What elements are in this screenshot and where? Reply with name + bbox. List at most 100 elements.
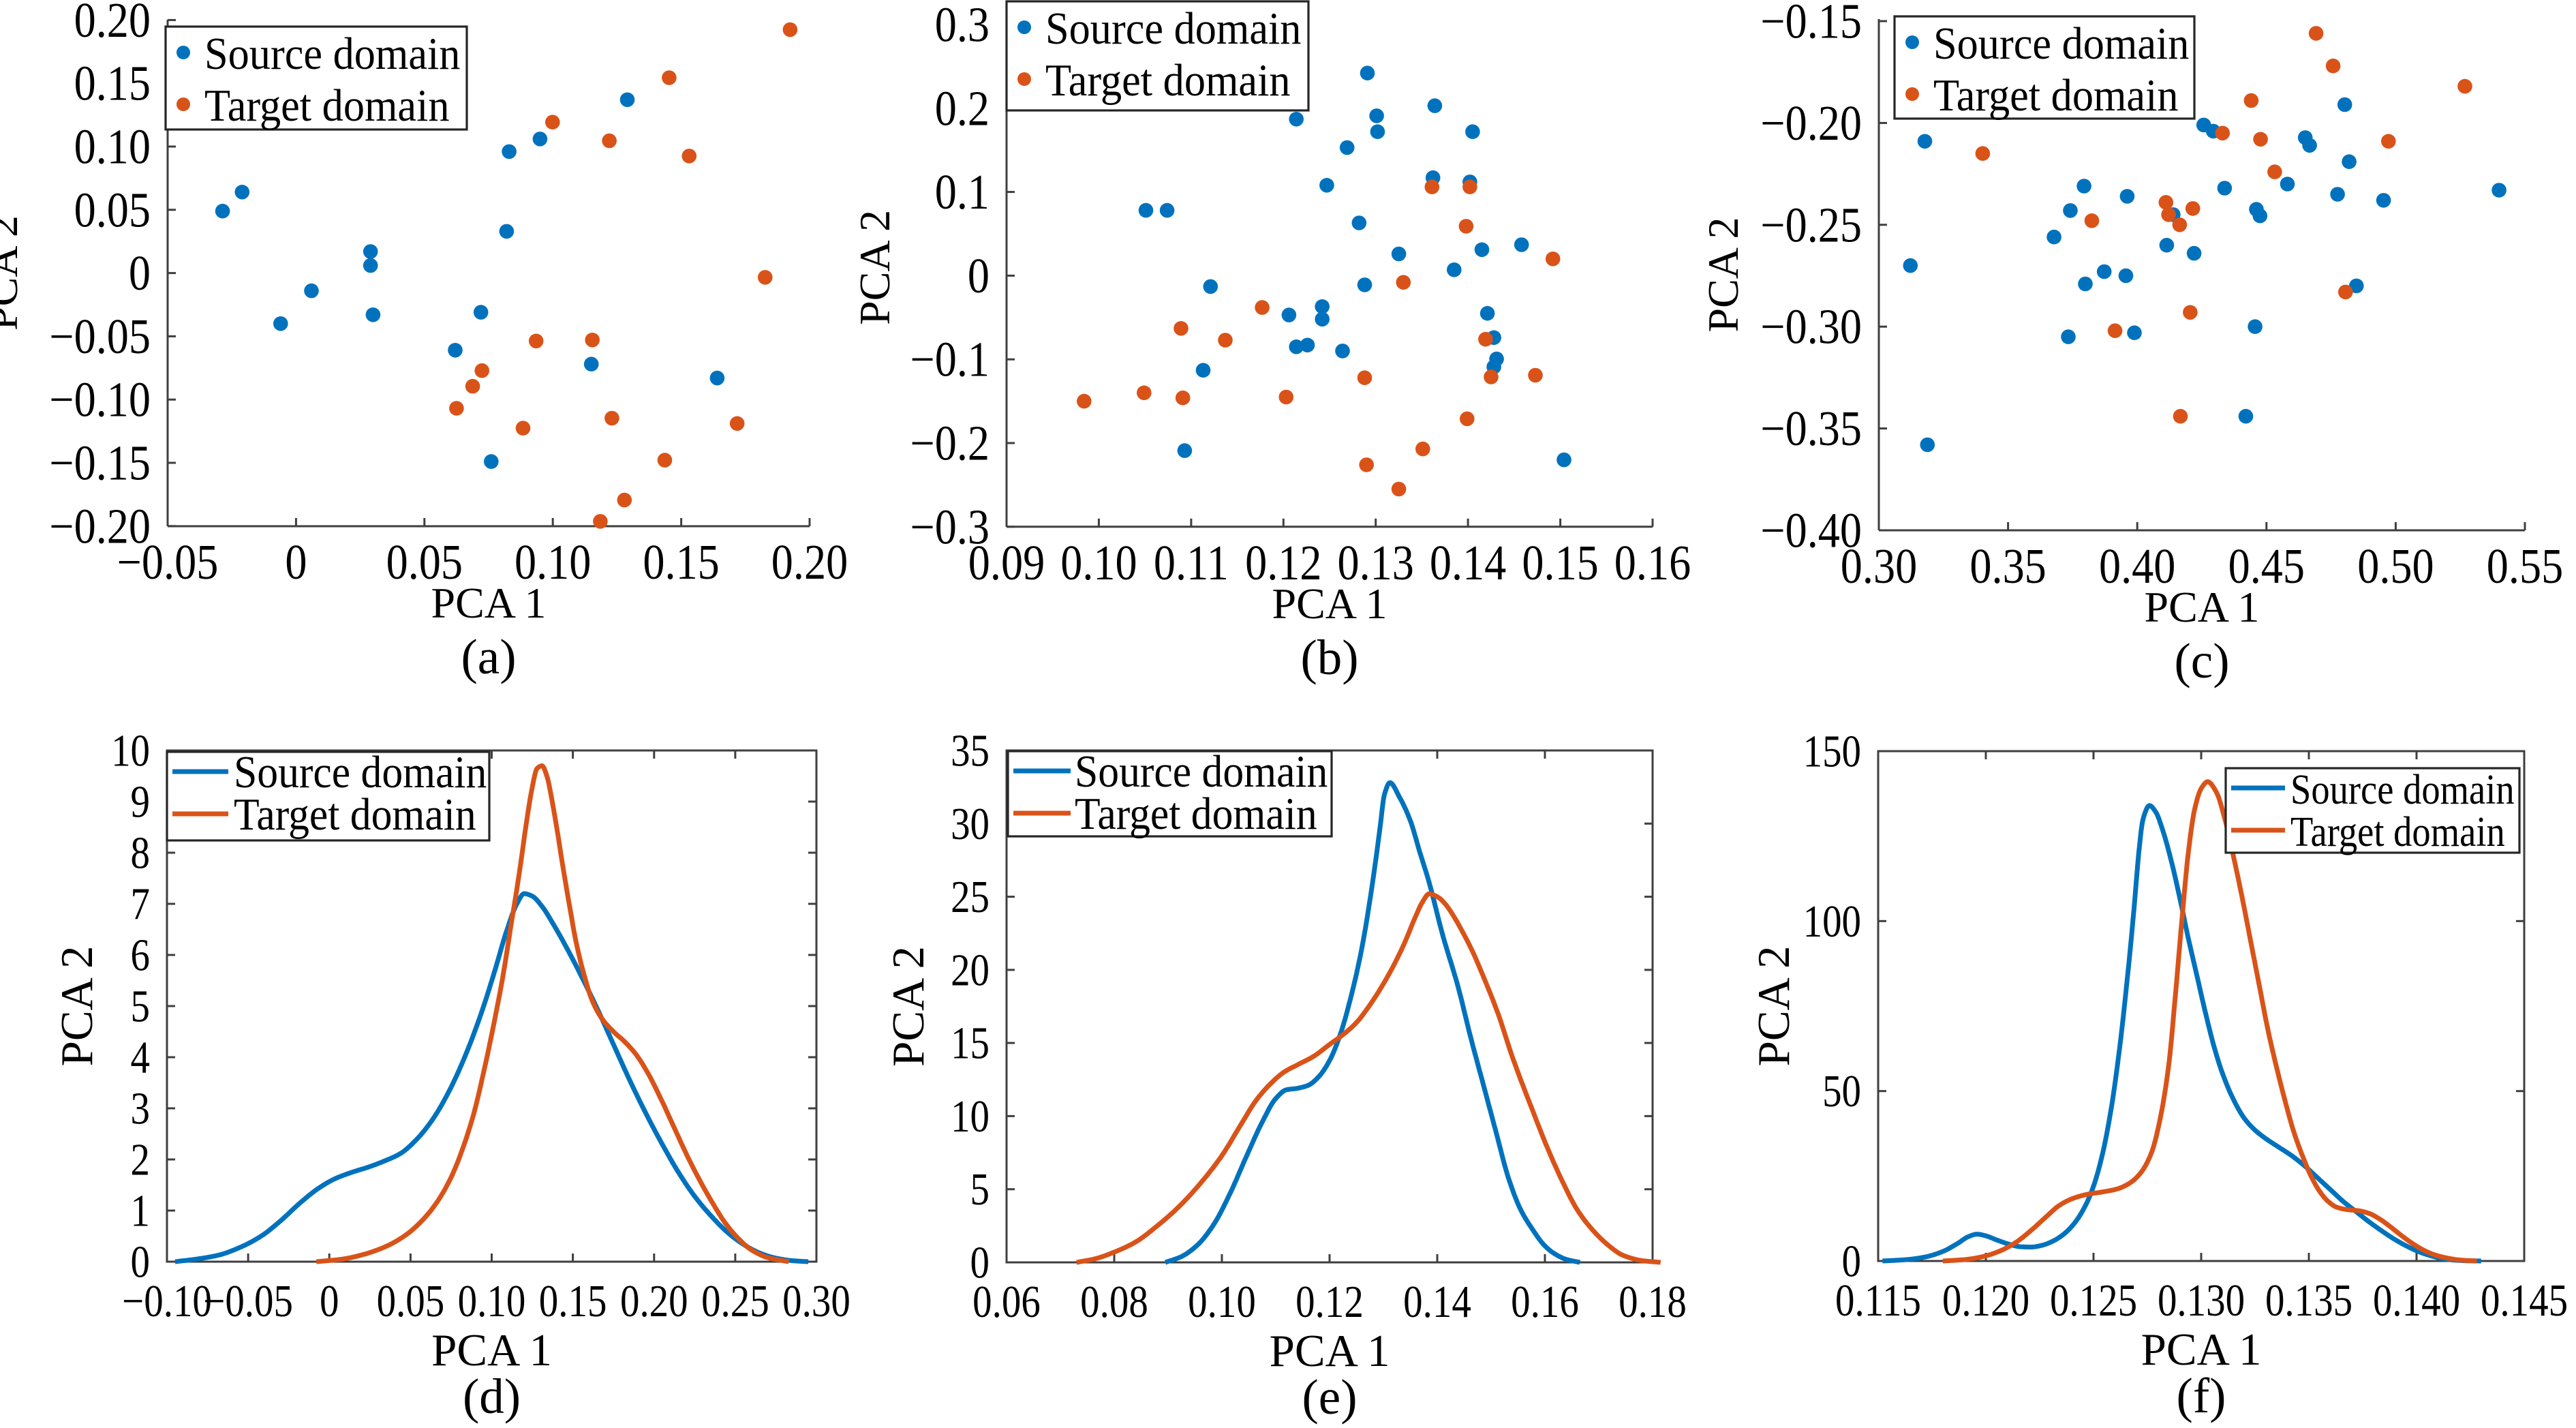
svg-text:0.2: 0.2 — [935, 81, 990, 136]
svg-text:0.15: 0.15 — [643, 534, 719, 590]
svg-text:0.14: 0.14 — [1403, 1277, 1471, 1327]
svg-text:(a): (a) — [461, 629, 516, 684]
svg-text:7: 7 — [131, 879, 150, 929]
svg-text:6: 6 — [131, 930, 150, 980]
svg-text:0.12: 0.12 — [1295, 1277, 1364, 1327]
svg-text:−0.40: −0.40 — [1760, 503, 1862, 558]
svg-text:0: 0 — [129, 245, 151, 301]
svg-text:PCA 1: PCA 1 — [431, 579, 547, 627]
svg-text:Target domain: Target domain — [204, 80, 450, 131]
svg-text:5: 5 — [131, 982, 150, 1031]
svg-text:0.40: 0.40 — [2099, 538, 2175, 594]
svg-text:(d): (d) — [463, 1369, 521, 1424]
svg-text:(f): (f) — [2177, 1368, 2226, 1423]
svg-text:−0.20: −0.20 — [49, 499, 151, 554]
svg-text:20: 20 — [951, 945, 990, 995]
svg-text:2: 2 — [131, 1135, 150, 1185]
svg-text:PCA 1: PCA 1 — [1270, 1326, 1390, 1376]
svg-text:150: 150 — [1803, 727, 1861, 776]
svg-text:PCA 2: PCA 2 — [1749, 946, 1799, 1067]
svg-text:0.05: 0.05 — [386, 534, 463, 590]
svg-text:0: 0 — [1842, 1236, 1861, 1286]
svg-text:0.125: 0.125 — [2050, 1276, 2137, 1326]
svg-text:35: 35 — [951, 726, 990, 776]
svg-text:Target domain: Target domain — [1045, 55, 1291, 106]
svg-text:−0.05: −0.05 — [49, 309, 151, 364]
svg-text:Target domain: Target domain — [1075, 789, 1317, 839]
svg-text:0.15: 0.15 — [539, 1277, 607, 1326]
svg-text:Target domain: Target domain — [2290, 808, 2505, 855]
svg-text:0: 0 — [968, 248, 990, 303]
svg-text:0.145: 0.145 — [2481, 1276, 2568, 1326]
svg-text:0.50: 0.50 — [2357, 538, 2434, 594]
svg-text:−0.1: −0.1 — [910, 332, 990, 387]
svg-text:PCA 2: PCA 2 — [883, 946, 934, 1067]
svg-text:PCA 2: PCA 2 — [0, 215, 27, 331]
svg-text:0.1: 0.1 — [935, 164, 990, 219]
svg-text:−0.15: −0.15 — [49, 436, 151, 491]
svg-text:Source domain: Source domain — [1933, 18, 2189, 69]
svg-text:0.120: 0.120 — [1942, 1276, 2029, 1326]
svg-text:0.14: 0.14 — [1430, 535, 1506, 590]
svg-text:25: 25 — [951, 872, 990, 922]
svg-text:0.16: 0.16 — [1614, 535, 1691, 590]
svg-text:0.11: 0.11 — [1154, 535, 1229, 590]
svg-text:0.10: 0.10 — [1060, 535, 1137, 590]
svg-text:PCA 1: PCA 1 — [431, 1325, 552, 1376]
svg-text:Source domain: Source domain — [2290, 766, 2515, 813]
svg-text:0.35: 0.35 — [1969, 538, 2046, 594]
svg-text:0.20: 0.20 — [771, 534, 848, 590]
svg-text:−0.05: −0.05 — [203, 1277, 293, 1326]
svg-text:PCA 2: PCA 2 — [52, 946, 102, 1067]
svg-text:(b): (b) — [1300, 630, 1358, 685]
svg-text:PCA 1: PCA 1 — [1272, 579, 1387, 628]
svg-text:0.20: 0.20 — [620, 1277, 688, 1326]
svg-text:0.16: 0.16 — [1511, 1277, 1579, 1327]
svg-text:0.140: 0.140 — [2373, 1276, 2460, 1326]
svg-text:−0.30: −0.30 — [1760, 299, 1862, 354]
svg-text:0.3: 0.3 — [935, 0, 990, 52]
svg-text:0.05: 0.05 — [74, 183, 151, 238]
svg-text:(e): (e) — [1302, 1369, 1357, 1425]
svg-text:10: 10 — [111, 726, 150, 776]
svg-text:0: 0 — [285, 534, 307, 590]
svg-text:−0.05: −0.05 — [117, 534, 219, 590]
svg-text:0.25: 0.25 — [701, 1277, 769, 1326]
svg-text:PCA 2: PCA 2 — [1699, 217, 1747, 333]
svg-text:Source domain: Source domain — [1045, 3, 1301, 54]
svg-text:−0.10: −0.10 — [49, 372, 151, 427]
svg-text:0: 0 — [320, 1277, 339, 1326]
svg-text:0.09: 0.09 — [968, 535, 1045, 590]
svg-text:Source domain: Source domain — [1075, 746, 1328, 797]
svg-text:0.30: 0.30 — [1841, 538, 1917, 594]
svg-text:(c): (c) — [2174, 633, 2229, 688]
svg-text:4: 4 — [131, 1033, 150, 1082]
svg-text:−0.2: −0.2 — [910, 416, 990, 471]
svg-text:0.10: 0.10 — [1188, 1277, 1256, 1327]
svg-text:0.115: 0.115 — [1835, 1276, 1921, 1326]
svg-text:0.12: 0.12 — [1245, 535, 1321, 590]
svg-text:−0.35: −0.35 — [1760, 401, 1862, 456]
svg-text:0.55: 0.55 — [2487, 538, 2563, 594]
svg-text:0.05: 0.05 — [377, 1277, 445, 1326]
svg-text:0.20: 0.20 — [74, 0, 151, 48]
svg-text:0.18: 0.18 — [1619, 1277, 1687, 1327]
svg-text:9: 9 — [131, 777, 150, 827]
svg-text:5: 5 — [970, 1165, 990, 1215]
svg-text:Target domain: Target domain — [1933, 70, 2179, 121]
svg-text:0: 0 — [131, 1237, 150, 1287]
svg-text:15: 15 — [951, 1018, 990, 1068]
svg-text:−0.15: −0.15 — [1760, 0, 1862, 48]
svg-text:Target domain: Target domain — [234, 789, 476, 840]
svg-text:0.135: 0.135 — [2265, 1276, 2352, 1326]
svg-text:0: 0 — [970, 1238, 990, 1288]
svg-text:8: 8 — [131, 828, 150, 878]
svg-text:PCA 2: PCA 2 — [850, 210, 899, 325]
svg-text:PCA 1: PCA 1 — [2145, 583, 2260, 631]
svg-text:−0.20: −0.20 — [1760, 95, 1862, 151]
svg-text:0.13: 0.13 — [1337, 535, 1413, 590]
svg-text:0.130: 0.130 — [2158, 1276, 2245, 1326]
svg-text:50: 50 — [1822, 1067, 1861, 1116]
svg-text:Source domain: Source domain — [204, 28, 460, 79]
svg-text:3: 3 — [131, 1084, 150, 1134]
